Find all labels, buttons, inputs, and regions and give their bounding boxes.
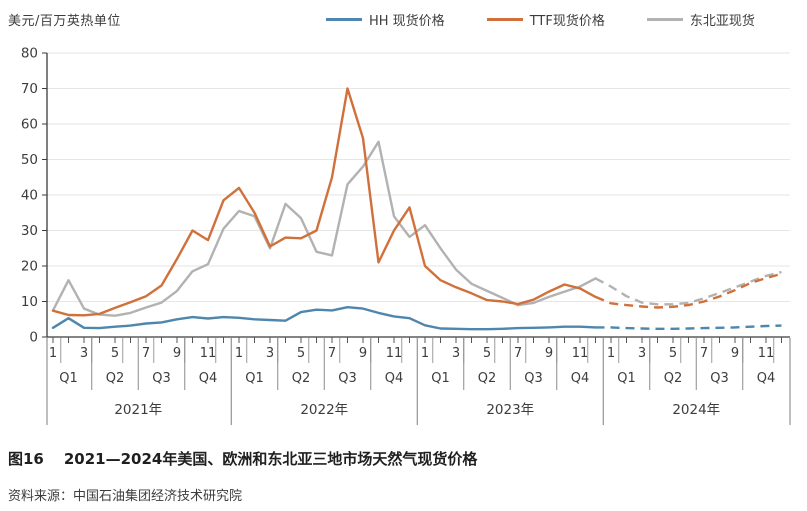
x-quarter-label: Q4 [199, 371, 218, 386]
x-quarter-label: Q3 [524, 371, 543, 386]
x-month-label: 3 [638, 346, 646, 361]
x-quarter-label: Q1 [245, 371, 264, 386]
legend-label-ttf: TTF现货价格 [529, 14, 605, 29]
x-month-label: 11 [200, 346, 217, 361]
x-month-label: 3 [266, 346, 274, 361]
x-quarter-label: Q3 [710, 371, 729, 386]
x-quarter-label: Q1 [59, 371, 78, 386]
x-month-label: 9 [359, 346, 367, 361]
x-quarter-label: Q4 [385, 371, 404, 386]
y-tick-label-70: 70 [21, 81, 38, 97]
x-quarter-label: Q2 [292, 371, 311, 386]
y-tick-label-30: 30 [21, 223, 38, 239]
northeast-asia-line-swatch-icon [646, 18, 683, 21]
chart-legend: HH 现货价格 TTF现货价格 东北亚现货 [326, 10, 755, 29]
figure-caption: 图16 2021—2024年美国、欧洲和东北亚三地市场天然气现货价格 [8, 448, 477, 469]
x-month-label: 3 [452, 346, 460, 361]
y-axis-unit-label: 美元/百万英热单位 [8, 14, 121, 29]
y-tick-label-40: 40 [21, 188, 38, 204]
series-line-solid-0 [51, 306, 597, 331]
x-quarter-label: Q1 [617, 371, 636, 386]
x-quarter-label: Q3 [152, 371, 171, 386]
x-month-label: 3 [80, 346, 88, 361]
ttf-line-swatch-icon [486, 18, 523, 21]
series-line-solid-2 [51, 140, 597, 317]
x-month-label: 1 [421, 346, 429, 361]
series-line-forecast-1 [595, 272, 782, 309]
x-year-label: 2023年 [486, 402, 534, 418]
x-year-label: 2022年 [300, 402, 348, 418]
y-tick-label-80: 80 [21, 46, 38, 62]
x-month-label: 9 [545, 346, 553, 361]
series-line-forecast-2 [594, 270, 782, 306]
x-month-label: 7 [328, 346, 336, 361]
legend-label-hh: HH 现货价格 [369, 14, 445, 29]
legend-item-hh: HH 现货价格 [326, 10, 445, 29]
y-tick-label-60: 60 [21, 117, 38, 133]
y-tick-label-10: 10 [21, 294, 38, 310]
x-year-label: 2024年 [672, 402, 720, 418]
hh-line-swatch-icon [326, 18, 362, 21]
x-month-label: 5 [669, 346, 677, 361]
x-quarter-label: Q1 [431, 371, 450, 386]
x-month-label: 5 [111, 346, 119, 361]
x-month-label: 11 [758, 346, 775, 361]
x-month-label: 1 [607, 346, 615, 361]
x-month-label: 9 [731, 346, 739, 361]
x-month-label: 11 [386, 346, 403, 361]
x-quarter-label: Q2 [664, 371, 683, 386]
series-line-solid-1 [51, 87, 597, 317]
x-month-label: 7 [514, 346, 522, 361]
x-quarter-label: Q4 [757, 371, 776, 386]
x-month-label: 1 [49, 346, 57, 361]
x-month-label: 7 [700, 346, 708, 361]
series-line-forecast-0 [595, 324, 782, 330]
x-month-label: 7 [142, 346, 150, 361]
legend-label-northeast-asia: 东北亚现货 [689, 14, 755, 29]
x-quarter-label: Q2 [478, 371, 497, 386]
x-quarter-label: Q2 [106, 371, 125, 386]
x-year-label: 2021年 [114, 402, 162, 418]
x-month-label: 9 [173, 346, 181, 361]
y-tick-label-0: 0 [29, 330, 38, 346]
y-tick-label-20: 20 [21, 259, 38, 275]
legend-item-ttf: TTF现货价格 [486, 10, 605, 29]
x-month-label: 1 [235, 346, 243, 361]
x-quarter-label: Q3 [338, 371, 357, 386]
x-month-label: 5 [297, 346, 305, 361]
x-quarter-label: Q4 [571, 371, 590, 386]
figure-number: 图16 [8, 450, 44, 468]
x-month-label: 5 [483, 346, 491, 361]
data-source-note: 资料来源：中国石油集团经济技术研究院 [8, 489, 243, 504]
y-tick-label-50: 50 [21, 152, 38, 168]
legend-item-northeast-asia: 东北亚现货 [646, 10, 755, 29]
figure-title: 2021—2024年美国、欧洲和东北亚三地市场天然气现货价格 [63, 450, 478, 468]
x-month-label: 11 [572, 346, 589, 361]
